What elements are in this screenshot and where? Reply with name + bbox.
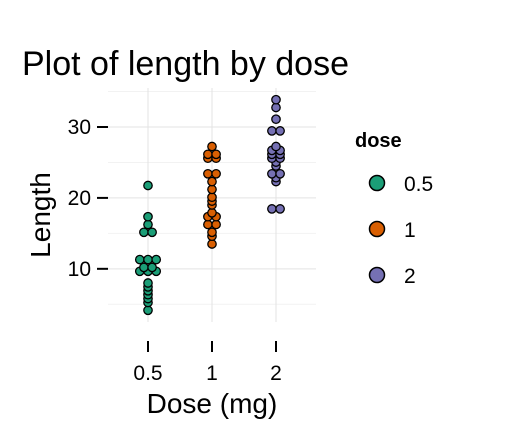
- legend-title: dose: [355, 130, 402, 152]
- data-point: [143, 254, 153, 265]
- legend-label: 0.5: [404, 173, 433, 196]
- data-point: [207, 227, 217, 238]
- y-tick-label: 20: [68, 187, 91, 210]
- data-point: [143, 180, 153, 191]
- chart-title: Plot of length by dose: [22, 45, 349, 83]
- data-point: [143, 278, 153, 288]
- data-point: [207, 239, 217, 249]
- data-point: [271, 114, 281, 125]
- data-point: [207, 141, 217, 152]
- y-tick-label: 10: [68, 258, 91, 281]
- data-point: [147, 262, 157, 273]
- data-point: [211, 219, 221, 230]
- data-point: [271, 94, 281, 105]
- legend-key: [368, 266, 386, 284]
- data-point: [211, 149, 221, 160]
- legend-label: 1: [404, 219, 416, 242]
- data-point: [271, 141, 281, 152]
- data-point: [211, 168, 221, 179]
- data-points: [134, 94, 285, 316]
- data-point: [271, 102, 281, 113]
- data-point: [267, 168, 277, 179]
- data-point: [151, 254, 162, 265]
- legend-key: [368, 220, 386, 238]
- data-point: [143, 305, 153, 316]
- data-point: [267, 204, 277, 214]
- y-axis: 10 20 30: [68, 116, 108, 281]
- data-point: [143, 211, 153, 222]
- x-tick-label: 1: [206, 362, 218, 385]
- data-point: [275, 204, 285, 214]
- legend: dose 0.5 1 2: [355, 130, 433, 288]
- x-tick-label: 0.5: [133, 362, 162, 385]
- x-tick-label: 2: [270, 362, 282, 385]
- x-axis-title: Dose (mg): [147, 388, 278, 419]
- x-axis: 0.5 1 2: [133, 341, 282, 385]
- data-point: [203, 149, 213, 160]
- data-point: [139, 227, 149, 238]
- data-point: [207, 184, 217, 195]
- data-point: [207, 176, 217, 187]
- data-point: [275, 126, 285, 136]
- data-point: [207, 192, 217, 203]
- data-point: [207, 207, 217, 218]
- y-axis-title: Length: [25, 172, 56, 258]
- y-tick-label: 30: [68, 116, 91, 139]
- data-point: [203, 168, 213, 179]
- data-point: [139, 262, 149, 273]
- data-point: [147, 227, 157, 238]
- legend-key: [368, 174, 386, 192]
- legend-label: 2: [404, 265, 416, 288]
- data-point: [134, 254, 145, 265]
- data-point: [275, 168, 285, 179]
- data-point: [203, 219, 213, 230]
- data-point: [267, 126, 277, 136]
- data-point: [143, 219, 153, 230]
